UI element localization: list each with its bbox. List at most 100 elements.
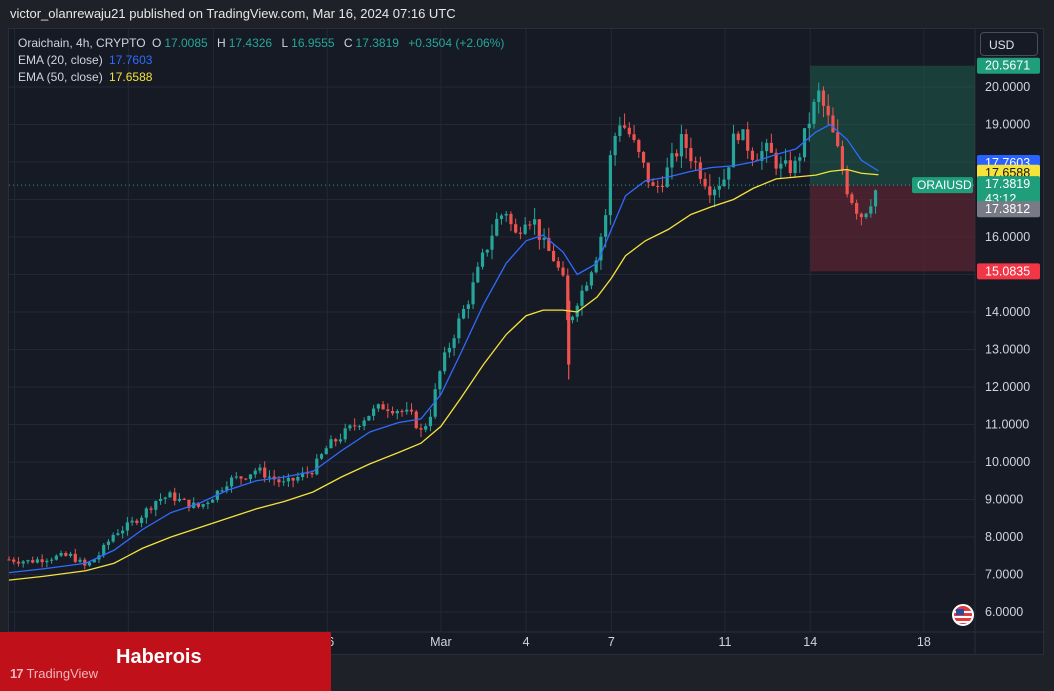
ticker-label: ORAIUSD	[917, 178, 972, 192]
price-label-text-stop: 15.0835	[985, 264, 1030, 278]
y-tick-label: 14.0000	[985, 305, 1030, 319]
candle-body	[376, 404, 380, 409]
candle-body	[78, 559, 82, 562]
candle-body	[111, 535, 115, 542]
candle-body	[812, 101, 816, 124]
candle-body	[353, 425, 357, 427]
y-tick-label: 12.0000	[985, 380, 1030, 394]
candle-body	[168, 492, 172, 498]
candle-body	[746, 129, 750, 151]
candle-body	[211, 499, 215, 503]
candle-body	[35, 559, 40, 563]
candle-body	[533, 219, 537, 225]
candle-body	[409, 409, 414, 412]
candle-body	[12, 559, 16, 562]
candle-body	[452, 338, 456, 348]
legend-open: O 17.0085	[151, 36, 208, 50]
candle-body	[329, 439, 333, 449]
candle-body	[244, 478, 248, 480]
stop-zone	[810, 185, 975, 272]
candle-body	[675, 153, 679, 157]
candle-body	[357, 426, 362, 428]
candle-body	[466, 304, 470, 309]
y-tick-label: 19.0000	[985, 118, 1030, 132]
candle-body	[485, 249, 489, 253]
candle-body	[580, 290, 584, 306]
tradingview-logo[interactable]: 17 TradingView	[10, 666, 99, 681]
candle-body	[21, 561, 25, 564]
candle-body	[589, 272, 594, 286]
candle-body	[334, 439, 338, 442]
candle-body	[315, 458, 319, 475]
y-tick-label: 20.0000	[985, 80, 1030, 94]
candle-body	[419, 428, 423, 430]
candle-body	[130, 520, 134, 523]
price-label-text-target: 20.5671	[985, 59, 1030, 73]
legend-low: L 16.9555	[281, 36, 335, 50]
candle-body	[457, 318, 461, 339]
x-tick-label: Mar	[430, 635, 452, 649]
candle-body	[779, 163, 783, 169]
candle-body	[362, 420, 366, 427]
candle-body	[850, 194, 854, 204]
legend-ema20[interactable]: EMA (20, close) 17.7603	[18, 53, 155, 67]
candle-body	[537, 219, 541, 240]
candle-body	[16, 561, 21, 564]
candle-body	[736, 133, 740, 141]
candle-body	[45, 560, 49, 563]
candle-body	[372, 408, 376, 416]
x-tick-label: 7	[608, 635, 615, 649]
candle-body	[632, 134, 636, 141]
candle-body	[528, 224, 532, 226]
candle-body	[206, 502, 210, 505]
candle-body	[708, 186, 712, 196]
crash-candle-body	[567, 300, 571, 365]
ema20-label: EMA (20, close)	[18, 53, 103, 67]
candle-body	[518, 232, 523, 234]
candle-body	[443, 352, 447, 372]
candle-body	[338, 439, 343, 442]
legend-ohlc: Oraichain, 4h, CRYPTO O 17.0085 H 17.4326 …	[18, 36, 507, 50]
legend-ema50[interactable]: EMA (50, close) 17.6588	[18, 70, 155, 84]
candle-body	[689, 148, 693, 162]
candle-body	[296, 476, 300, 481]
publisher-line: victor_olanrewaju21 published on Trading…	[10, 6, 456, 21]
candle-body	[604, 215, 608, 237]
candle-body	[765, 142, 769, 152]
candle-body	[225, 486, 229, 491]
x-tick-label: 4	[523, 635, 530, 649]
candle-body	[367, 415, 371, 421]
candle-body	[684, 134, 688, 149]
candle-body	[627, 127, 631, 135]
candle-body	[239, 476, 243, 479]
candle-body	[121, 530, 125, 534]
x-tick-label: 18	[917, 635, 931, 649]
candle-body	[561, 267, 565, 276]
watermark-banner: 17 TradingView Haberois	[0, 632, 331, 691]
candle-body	[651, 182, 655, 186]
candle-body	[741, 129, 745, 141]
candle-body	[641, 151, 646, 163]
currency-button[interactable]: USD	[980, 32, 1038, 56]
legend-change: +0.3504 (+2.06%)	[408, 36, 505, 50]
candle-body	[769, 142, 773, 153]
x-tick-label: 14	[803, 635, 817, 649]
candle-body	[83, 559, 87, 566]
candle-body	[158, 498, 163, 502]
target-zone	[810, 65, 975, 186]
price-label-entry	[977, 201, 1040, 218]
candle-body	[106, 541, 111, 545]
price-label-last	[977, 176, 1040, 207]
ema20-line	[8, 123, 879, 574]
candle-body	[461, 308, 466, 319]
us-flag-icon[interactable]	[952, 604, 974, 626]
candle-body	[68, 553, 73, 556]
candle-body	[821, 90, 826, 106]
candle-body	[840, 146, 845, 171]
candle-body	[476, 266, 480, 283]
candle-body	[433, 389, 437, 417]
candle-body	[547, 238, 551, 251]
candle-body	[490, 235, 494, 250]
candle-body	[116, 533, 120, 536]
